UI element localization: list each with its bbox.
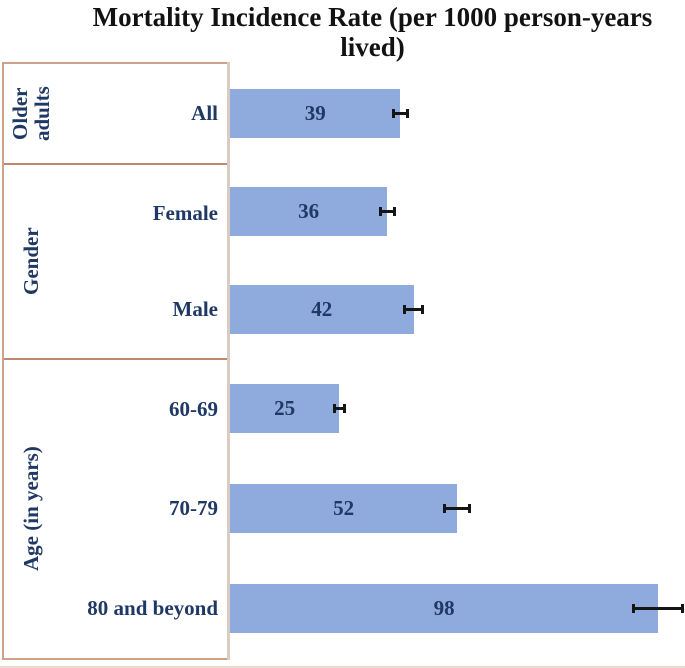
- bars-layer: 39 36 42 25 52 98: [230, 64, 685, 660]
- error-bar: [402, 304, 425, 314]
- bar-value-label: 25: [274, 395, 296, 420]
- error-bar-line: [632, 606, 685, 610]
- category-group: Older adults All: [4, 64, 228, 163]
- row-label: All: [191, 101, 218, 125]
- row-label: Male: [172, 297, 218, 322]
- row-label: 80 and beyond: [87, 595, 218, 620]
- category-group: Gender Female Male: [4, 163, 228, 358]
- category-panel: Older adults All Gender Female Male Age (in y…: [2, 62, 228, 660]
- error-bar: [332, 403, 346, 413]
- row-label: 70-79: [169, 496, 218, 521]
- row-labels: All: [58, 64, 228, 163]
- row-label: Female: [152, 200, 218, 225]
- error-bar-line: [443, 506, 472, 510]
- bar: 52: [230, 483, 458, 533]
- error-bar: [443, 503, 472, 513]
- row-labels: Female Male: [58, 165, 228, 358]
- error-bar-line: [391, 112, 410, 115]
- bar: 42: [230, 284, 414, 334]
- baseline-axis: [227, 62, 230, 660]
- error-bar: [632, 603, 685, 613]
- error-bar-line: [378, 210, 397, 214]
- group-label: Gender: [18, 227, 43, 296]
- error-bar: [391, 109, 410, 118]
- row-labels: 60-69 70-79 80 and beyond: [58, 360, 228, 658]
- category-group: Age (in years) 60-69 70-79 80 and beyond: [4, 358, 228, 658]
- bar-value-label: 39: [304, 101, 326, 125]
- bar: 25: [230, 383, 340, 433]
- bottom-rule: [0, 666, 685, 668]
- bar: 98: [230, 583, 659, 633]
- group-label: Older adults: [7, 86, 54, 141]
- bar-value-label: 42: [311, 296, 333, 321]
- bar: 36: [230, 187, 388, 237]
- bar-value-label: 98: [433, 595, 455, 620]
- bar-value-label: 52: [333, 495, 355, 520]
- bar-value-label: 36: [298, 199, 320, 224]
- error-bar-line: [332, 406, 346, 410]
- group-label: Age (in years): [18, 446, 43, 572]
- row-label: 60-69: [169, 397, 218, 422]
- chart-title: Mortality Incidence Rate (per 1000 perso…: [92, 2, 653, 63]
- bar: 39: [230, 89, 401, 138]
- error-bar: [378, 207, 397, 217]
- error-bar-line: [402, 307, 425, 311]
